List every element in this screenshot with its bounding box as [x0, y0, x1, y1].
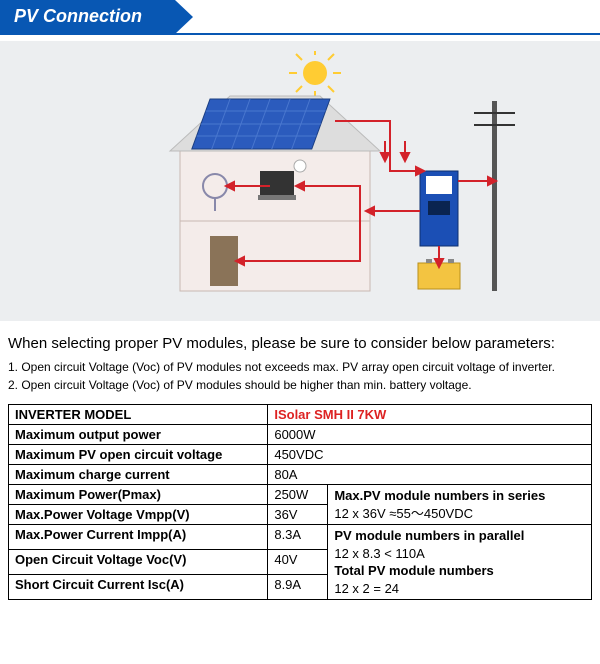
table-row: Maximum PV open circuit voltage450VDC [9, 445, 592, 465]
model-value: ISolar SMH II 7KW [274, 407, 386, 422]
header-line: PV Connection [0, 0, 600, 35]
table-row: Maximum charge current80A [9, 465, 592, 485]
parallel-info: PV module numbers in parallel 12 x 8.3 <… [328, 525, 592, 600]
spec-table: INVERTER MODEL ISolar SMH II 7KW Maximum… [8, 404, 592, 600]
section-title: PV Connection [0, 0, 175, 33]
model-label: INVERTER MODEL [9, 405, 268, 425]
table-row: Max.Power Current Impp(A) 8.3A PV module… [9, 525, 592, 550]
note-2: 2. Open circuit Voltage (Voc) of PV modu… [8, 376, 592, 394]
diagram-svg [60, 51, 540, 311]
intro-text: When selecting proper PV modules, please… [0, 335, 600, 352]
note-1: 1. Open circuit Voltage (Voc) of PV modu… [8, 358, 592, 376]
notes-list: 1. Open circuit Voltage (Voc) of PV modu… [0, 358, 600, 394]
series-info: Max.PV module numbers in series 12 x 36V… [328, 485, 592, 525]
table-row: INVERTER MODEL ISolar SMH II 7KW [9, 405, 592, 425]
pv-connection-diagram [0, 41, 600, 321]
table-row: Maximum output power6000W [9, 425, 592, 445]
table-row: Maximum Power(Pmax) 250W Max.PV module n… [9, 485, 592, 505]
